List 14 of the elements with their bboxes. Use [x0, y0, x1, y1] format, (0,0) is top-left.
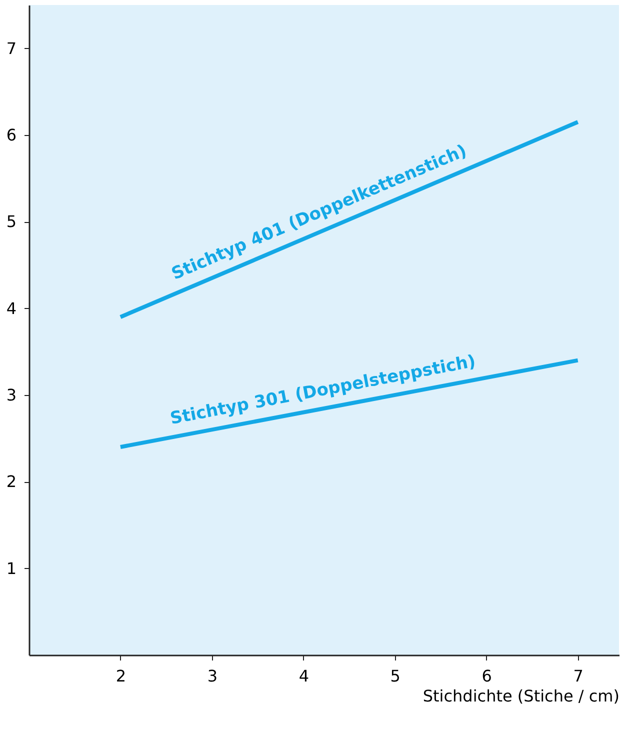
y-tick-label: 3: [6, 386, 16, 404]
x-tick-label: 7: [573, 666, 584, 686]
x-tick-label: 3: [207, 666, 218, 686]
y-tick-label: 5: [6, 212, 16, 232]
y-tick-label: 6: [6, 126, 16, 144]
y-tick-label: 1: [6, 558, 16, 578]
x-tick-label: 4: [298, 666, 310, 686]
y-tick-label: 7: [6, 38, 16, 58]
x-axis-title: Stichdichte (Stiche / cm): [422, 686, 620, 706]
y-tick-label: 4: [6, 298, 16, 318]
x-tick-label: 6: [482, 666, 492, 686]
x-tick-label: 2: [116, 666, 126, 686]
x-tick-label: 5: [390, 666, 400, 686]
y-tick-label: 2: [6, 472, 16, 492]
